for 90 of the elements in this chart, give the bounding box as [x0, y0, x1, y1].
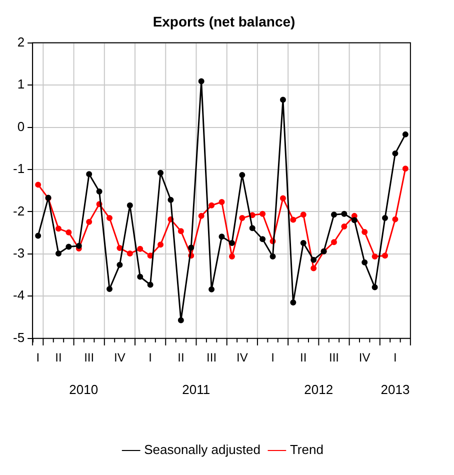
point	[402, 166, 408, 172]
point	[280, 96, 286, 103]
point	[198, 78, 204, 84]
point	[392, 216, 398, 222]
text: I	[36, 350, 40, 365]
text: I	[148, 350, 152, 365]
y-tick-label: -5	[12, 330, 25, 345]
point	[218, 199, 225, 205]
point	[392, 150, 398, 156]
point	[330, 239, 337, 246]
point	[402, 131, 408, 138]
point	[126, 250, 133, 257]
text: IV	[358, 350, 370, 365]
text: II	[178, 350, 184, 365]
text: II	[55, 350, 62, 365]
point	[239, 172, 246, 178]
point	[126, 202, 133, 208]
point	[96, 188, 102, 194]
point	[106, 215, 113, 222]
point	[66, 229, 72, 236]
point	[137, 274, 144, 280]
point	[372, 284, 378, 290]
point	[178, 317, 184, 324]
y-tick-label: -1	[12, 161, 25, 176]
point	[116, 262, 123, 268]
point	[341, 210, 348, 217]
x-tick-label: 2013	[380, 382, 410, 397]
x-tick-label: 2010	[69, 382, 98, 397]
y-tick-label: 0	[17, 118, 25, 134]
y-tick-label: 2	[17, 34, 25, 50]
point	[260, 210, 266, 217]
point	[330, 212, 337, 218]
point	[290, 216, 296, 223]
y-tick-label: -4	[12, 288, 25, 303]
legend-label: Trend	[290, 442, 324, 458]
text: II	[300, 350, 307, 365]
point	[270, 253, 276, 260]
legend-label: Seasonally adjusted	[144, 442, 260, 458]
point	[116, 245, 123, 252]
x-tick-label: 2012	[304, 382, 334, 397]
point	[198, 212, 204, 219]
point	[188, 244, 194, 251]
text: I	[271, 350, 274, 365]
point	[76, 242, 82, 249]
point	[218, 234, 225, 240]
text: IV	[114, 350, 126, 365]
point	[239, 215, 246, 222]
chart-title: Exports (net balance)	[152, 13, 296, 30]
point	[310, 256, 317, 263]
point	[228, 240, 235, 246]
point	[351, 217, 358, 224]
y-tick-label: -2	[12, 203, 25, 218]
point	[228, 253, 235, 260]
point	[147, 282, 154, 288]
point	[158, 170, 164, 176]
point	[208, 202, 215, 208]
point	[86, 171, 92, 178]
text: III	[84, 350, 94, 365]
point	[208, 286, 215, 292]
text: III	[328, 350, 339, 365]
point	[290, 300, 296, 306]
point	[341, 223, 348, 230]
point	[35, 182, 42, 188]
point	[300, 240, 306, 246]
point	[158, 242, 164, 248]
y-tick-label: 1	[17, 76, 25, 92]
text: IV	[236, 350, 248, 365]
point	[178, 228, 184, 234]
y-tick-label: -3	[12, 246, 25, 261]
point	[249, 225, 256, 232]
point	[35, 232, 42, 239]
point	[382, 252, 388, 259]
point	[106, 286, 113, 292]
point	[86, 218, 92, 225]
point	[362, 259, 368, 266]
point	[362, 228, 368, 235]
point	[372, 253, 378, 260]
x-tick-label: 2011	[182, 382, 210, 397]
point	[300, 212, 306, 218]
point	[168, 196, 174, 203]
point	[137, 246, 144, 252]
point	[55, 226, 62, 232]
point	[55, 250, 62, 257]
point	[310, 265, 317, 272]
point	[66, 244, 72, 250]
point	[280, 195, 286, 202]
text: III	[206, 350, 217, 365]
text: I	[394, 350, 397, 365]
point	[382, 215, 388, 222]
point	[260, 236, 266, 242]
